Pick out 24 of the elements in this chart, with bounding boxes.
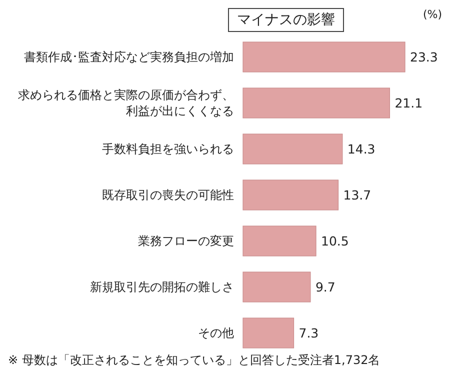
data-label: 21.1 (394, 96, 423, 110)
bar (242, 88, 390, 118)
x-axis-title: (%) (423, 8, 442, 21)
y-tick-label: 求められる価格と実際の原価が合わず、利益が出にくくなる (17, 87, 234, 119)
data-label: 10.5 (321, 234, 349, 248)
data-label: 13.7 (343, 188, 372, 202)
y-tick-label: 書類作成･監査対応など実務負担の増加 (23, 49, 234, 65)
chart-title: マイナスの影響 (228, 8, 344, 32)
bar (242, 134, 343, 164)
data-label: 14.3 (347, 142, 376, 156)
data-label: 7.3 (298, 326, 319, 340)
annotation: ※ 母数は「改正されることを知っている」と回答した受注者1,732名 (8, 352, 380, 369)
data-label: 9.7 (315, 280, 336, 294)
bar (242, 272, 311, 302)
bar (242, 318, 294, 348)
y-tick-label: その他 (197, 325, 234, 341)
y-tick-label: 手数料負担を強いられる (101, 141, 234, 157)
data-label: 23.3 (410, 50, 438, 64)
bar (242, 180, 339, 210)
y-tick-label: 業務フローの変更 (137, 233, 234, 249)
bar (242, 226, 316, 256)
bar (242, 42, 406, 72)
y-tick-label: 既存取引の喪失の可能性 (101, 187, 234, 203)
y-tick-label: 新規取引先の開拓の難しさ (89, 279, 234, 295)
